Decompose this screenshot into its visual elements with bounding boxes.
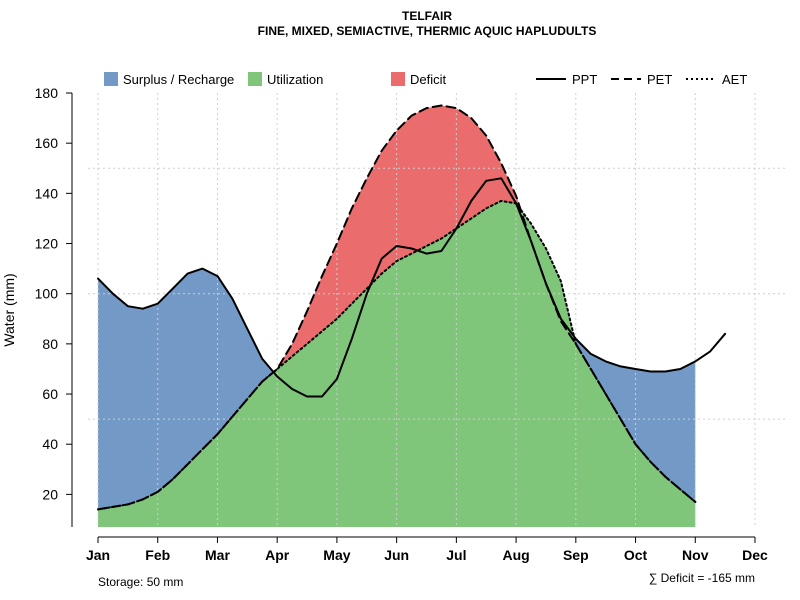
x-tick-label: Mar [205, 547, 230, 563]
y-tick-label: 80 [42, 336, 58, 352]
y-tick-label: 160 [35, 135, 59, 151]
x-tick-label: Sep [563, 547, 589, 563]
x-tick-label: Apr [265, 547, 290, 563]
y-tick-label: 140 [35, 185, 59, 201]
x-tick-label: Jul [446, 547, 466, 563]
axes: 20 40 60 80 100 120 140 160 180 Jan Feb Mar Apr May Ju… [35, 85, 768, 563]
y-tick-label: 100 [35, 286, 59, 302]
y-axis-label: Water (mm) [1, 273, 17, 346]
legend-label-utilization: Utilization [267, 72, 323, 87]
legend-label-aet: AET [722, 72, 747, 87]
chart-title: TELFAIR [402, 9, 452, 23]
legend-label-pet: PET [647, 72, 672, 87]
legend-label-ppt: PPT [572, 72, 597, 87]
x-tick-label: Nov [682, 547, 709, 563]
legend-label-deficit: Deficit [410, 72, 447, 87]
legend-swatch-utilization [248, 72, 262, 86]
x-tick-label: Aug [502, 547, 529, 563]
series-line-aet [97, 199, 697, 511]
data-lines [97, 104, 727, 511]
x-tick-label: May [323, 547, 350, 563]
deficit-note: ∑ Deficit = -165 mm [649, 571, 755, 585]
y-tick-label: 120 [35, 236, 59, 252]
legend-swatch-deficit [391, 72, 405, 86]
series-line-ppt [97, 177, 727, 398]
deficit-area [98, 105, 696, 510]
x-tick-label: Dec [742, 547, 768, 563]
y-tick-label: 60 [42, 386, 58, 402]
y-tick-label: 180 [35, 85, 59, 101]
x-tick-label: Feb [145, 547, 170, 563]
x-tick-label: Jan [86, 547, 110, 563]
legend-label-surplus: Surplus / Recharge [123, 72, 234, 87]
chart-subtitle: FINE, MIXED, SEMIACTIVE, THERMIC AQUIC H… [258, 24, 597, 38]
gridlines [88, 93, 785, 527]
x-tick-label: Jun [384, 547, 409, 563]
storage-note: Storage: 50 mm [98, 575, 183, 589]
legend-swatch-surplus [104, 72, 118, 86]
x-tick-label: Oct [624, 547, 648, 563]
y-tick-label: 20 [42, 486, 58, 502]
y-tick-label: 40 [42, 436, 58, 452]
legend: Surplus / Recharge Utilization Deficit P… [104, 72, 747, 87]
